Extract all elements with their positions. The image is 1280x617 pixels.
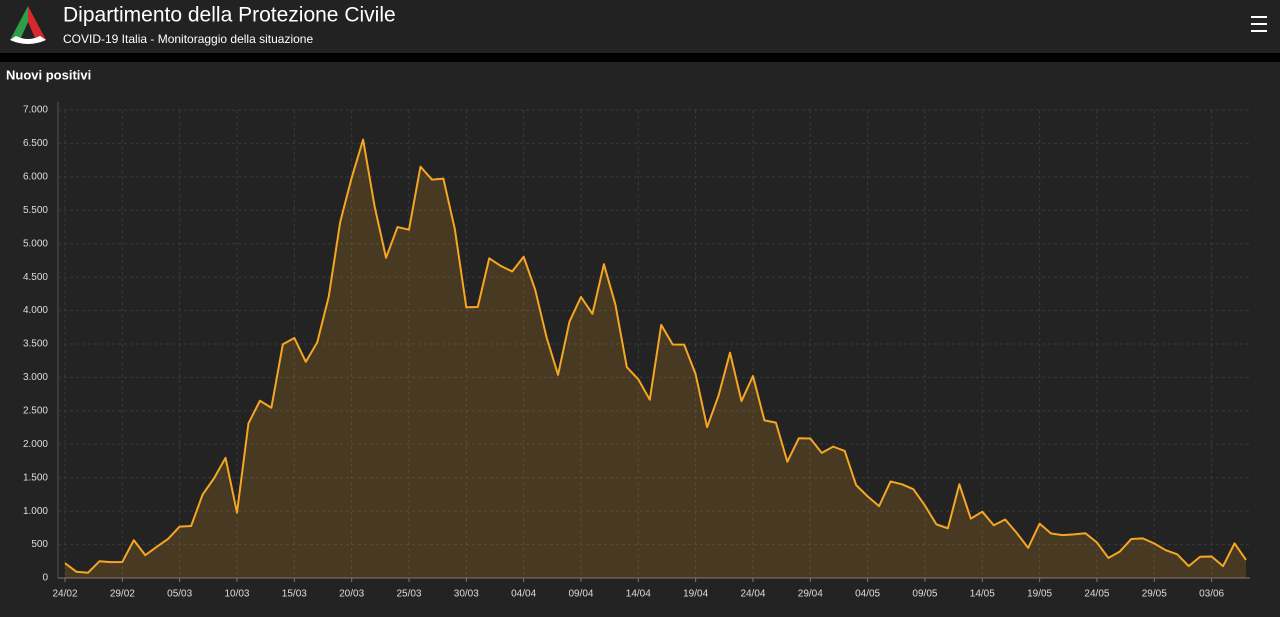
logo <box>10 6 46 44</box>
y-tick-label: 4.500 <box>23 272 48 283</box>
x-tick-label: 20/03 <box>339 589 364 600</box>
y-tick-label: 0 <box>42 573 48 584</box>
x-tick-label: 29/02 <box>110 589 135 600</box>
y-tick-label: 4.000 <box>23 305 48 316</box>
x-tick-label: 25/03 <box>396 589 421 600</box>
y-tick-label: 500 <box>31 539 48 550</box>
y-tick-label: 1.500 <box>23 472 48 483</box>
area <box>65 139 1246 578</box>
x-tick-label: 24/05 <box>1084 589 1109 600</box>
x-tick-label: 10/03 <box>224 589 249 600</box>
separator <box>0 53 1280 62</box>
y-tick-label: 2.000 <box>23 439 48 450</box>
x-tick-label: 29/04 <box>798 589 823 600</box>
y-tick-label: 5.000 <box>23 238 48 249</box>
x-tick-label: 15/03 <box>282 589 307 600</box>
y-tick-label: 2.500 <box>23 405 48 416</box>
chart: 0 500 1.000 1.500 2.000 2.500 3.000 3.500 4.000 4… <box>23 102 1250 600</box>
x-tick-label: 29/05 <box>1142 589 1167 600</box>
x-tick-label: 05/03 <box>167 589 192 600</box>
chart-title: Nuovi positivi <box>6 67 91 82</box>
header-bar <box>0 0 1280 53</box>
line <box>64 138 1247 574</box>
x-tick-label: 24/02 <box>52 589 77 600</box>
header-subtitle: COVID-19 Italia - Monitoraggio della sit… <box>63 32 313 46</box>
x-tick-label: 09/04 <box>568 589 593 600</box>
x-tick-label: 14/05 <box>970 589 995 600</box>
y-tick-label: 7.000 <box>23 105 48 116</box>
menu-button[interactable] <box>1251 16 1267 32</box>
x-tick-label: 09/05 <box>912 589 937 600</box>
y-tick-label: 5.500 <box>23 205 48 216</box>
x-tick-label: 24/04 <box>740 589 765 600</box>
x-tick-label: 14/04 <box>626 589 651 600</box>
x-tick-label: 19/04 <box>683 589 708 600</box>
header-title: Dipartimento della Protezione Civile <box>63 4 396 27</box>
x-tick-label: 30/03 <box>454 589 479 600</box>
y-tick-label: 1.000 <box>23 506 48 517</box>
y-tick-label: 6.000 <box>23 171 48 182</box>
y-tick-label: 6.500 <box>23 138 48 149</box>
y-tick-label: 3.000 <box>23 372 48 383</box>
x-tick-label: 04/05 <box>855 589 880 600</box>
x-tick-label: 19/05 <box>1027 589 1052 600</box>
y-tick-label: 3.500 <box>23 339 48 350</box>
x-tick-label: 04/04 <box>511 589 536 600</box>
x-tick-label: 03/06 <box>1199 589 1224 600</box>
